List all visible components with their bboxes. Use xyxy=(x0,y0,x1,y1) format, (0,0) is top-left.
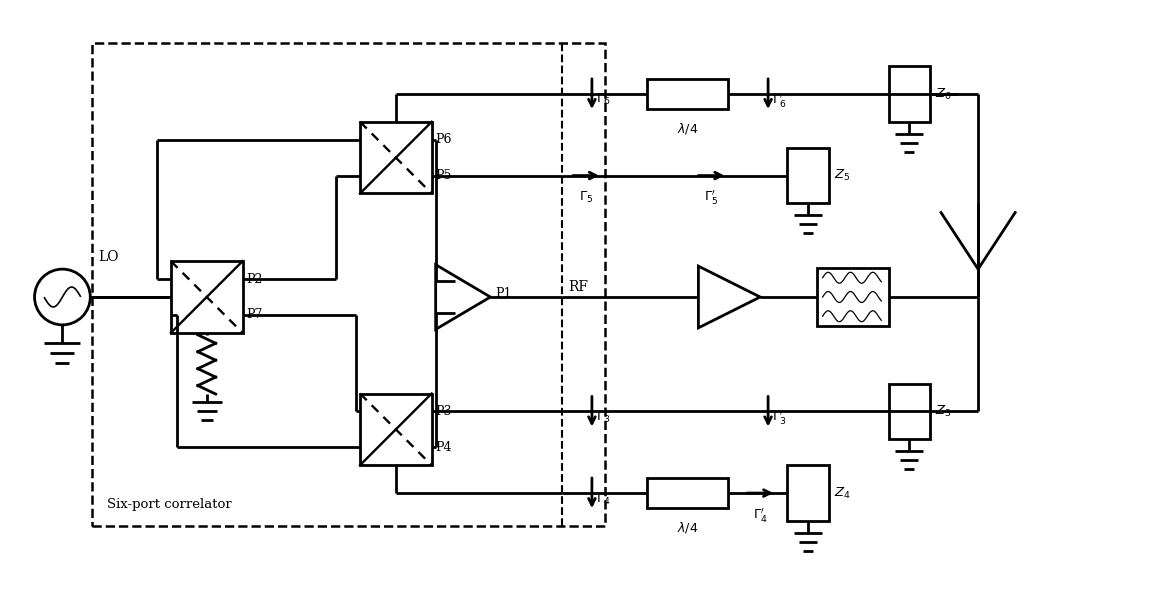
Text: $\Gamma_5'$: $\Gamma_5'$ xyxy=(704,188,718,207)
Text: P3: P3 xyxy=(435,405,453,418)
Bar xyxy=(787,147,828,204)
Text: $\Gamma_6$: $\Gamma_6$ xyxy=(596,92,610,108)
Text: Six-port correlator: Six-port correlator xyxy=(107,497,232,510)
Text: LO: LO xyxy=(99,250,118,264)
Text: RF: RF xyxy=(568,280,588,294)
Bar xyxy=(360,394,432,465)
Bar xyxy=(888,66,931,122)
Text: $\Gamma_6'$: $\Gamma_6'$ xyxy=(772,91,787,109)
Text: $Z_5$: $Z_5$ xyxy=(834,168,850,183)
Text: $\lambda/4$: $\lambda/4$ xyxy=(677,520,699,535)
Bar xyxy=(647,79,728,109)
Bar xyxy=(888,384,931,439)
Text: $\Gamma_4$: $\Gamma_4$ xyxy=(596,491,611,507)
Text: $\lambda/4$: $\lambda/4$ xyxy=(677,121,699,136)
Text: $Z_6$: $Z_6$ xyxy=(935,86,951,101)
Bar xyxy=(171,261,242,333)
Text: P7: P7 xyxy=(247,308,263,321)
Text: P2: P2 xyxy=(247,272,263,285)
Text: $\Gamma_5$: $\Gamma_5$ xyxy=(579,190,593,205)
Text: P1: P1 xyxy=(495,287,511,300)
Text: P5: P5 xyxy=(435,169,452,182)
Bar xyxy=(817,268,888,326)
Text: P4: P4 xyxy=(435,441,453,454)
Text: P6: P6 xyxy=(435,133,453,146)
Bar xyxy=(787,465,828,521)
Bar xyxy=(92,43,604,526)
Text: $Z_3$: $Z_3$ xyxy=(935,404,951,419)
Text: $Z_4$: $Z_4$ xyxy=(834,485,850,501)
Text: $\Gamma_4'$: $\Gamma_4'$ xyxy=(753,506,768,524)
Bar xyxy=(360,122,432,194)
Text: $\Gamma_3$: $\Gamma_3$ xyxy=(596,410,610,425)
Text: $\Gamma_3'$: $\Gamma_3'$ xyxy=(772,408,787,426)
Bar xyxy=(647,478,728,508)
